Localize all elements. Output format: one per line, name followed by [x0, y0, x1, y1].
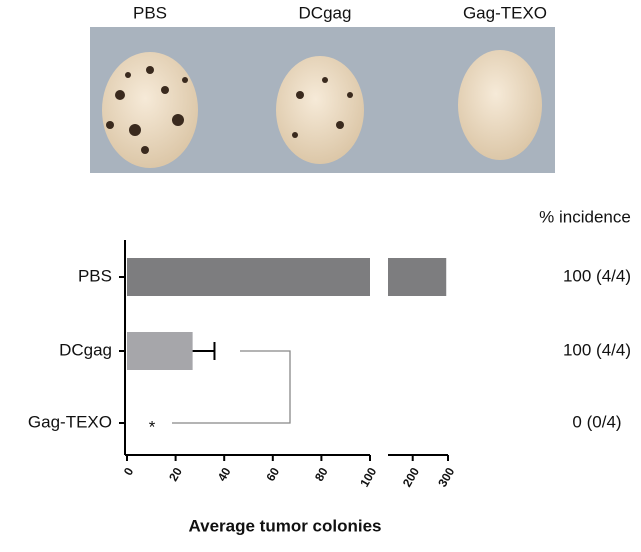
- lung: [276, 56, 364, 164]
- x-tick-label: 20: [166, 465, 185, 484]
- x-tick-label: 100: [357, 465, 379, 490]
- lung: [102, 52, 198, 168]
- significance-bracket: [172, 350, 291, 424]
- bar: [127, 332, 193, 370]
- y-tick-label: DCgag: [59, 340, 112, 359]
- photo-label: Gag-TEXO: [463, 3, 547, 22]
- x-axis-label: Average tumor colonies: [188, 516, 381, 535]
- bar: [127, 258, 370, 296]
- right-label: 100 (4/4): [563, 266, 631, 285]
- x-tick-label: 40: [215, 465, 234, 484]
- lung: [458, 50, 542, 160]
- y-tick-label: PBS: [78, 266, 112, 285]
- right-label: 0 (0/4): [572, 412, 621, 431]
- x-tick-label: 80: [312, 465, 331, 484]
- lung-photo: [90, 27, 555, 173]
- y-tick-label: Gag-TEXO: [28, 412, 112, 431]
- photo-label: DCgag: [299, 3, 352, 22]
- tumor-spots: [106, 66, 353, 154]
- x-tick-label: 0: [121, 465, 137, 478]
- x-tick-label: 300: [435, 465, 457, 490]
- error-bar: [192, 342, 216, 360]
- photo-label: PBS: [133, 3, 167, 22]
- right-header: % incidence: [539, 207, 631, 226]
- x-tick-label: 200: [400, 465, 422, 490]
- right-label: 100 (4/4): [563, 340, 631, 359]
- annotation: *: [149, 417, 156, 436]
- x-tick-label: 60: [263, 465, 282, 484]
- bar: [388, 258, 447, 296]
